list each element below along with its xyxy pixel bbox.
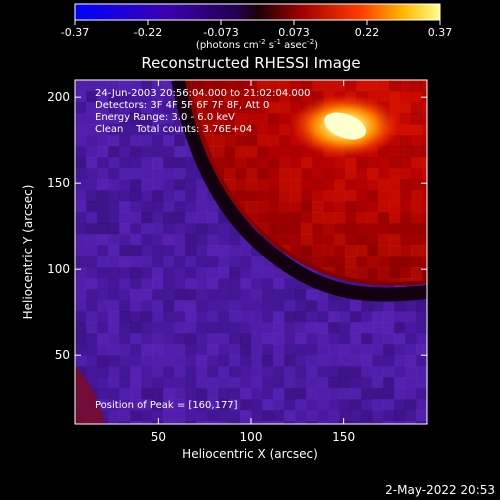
limb-boundary: [171, 80, 427, 302]
flare-kernel: [323, 112, 367, 140]
y-axis-ticks: 50 100 150 200: [47, 90, 427, 362]
info-line-3: Energy Range: 3.0 - 6.0 keV: [95, 112, 235, 123]
colorbar-unit: (photons cm-2 s-1 asec-2): [196, 38, 318, 51]
colorbar-ticks: -0.37 -0.22 -0.073 0.073 0.22 0.37: [61, 20, 452, 39]
timestamp: 2-May-2022 20:53: [385, 483, 495, 497]
x-tick-label: 100: [240, 430, 263, 444]
info-line-4: Clean Total counts: 3.76E+04: [95, 124, 252, 135]
colorbar-tick-label: -0.073: [203, 26, 238, 39]
x-tick-label: 50: [151, 430, 166, 444]
info-annotation: 24-Jun-2003 20:56:04.000 to 21:02:04.000…: [95, 88, 311, 135]
colorbar-tick-label: 0.073: [278, 26, 310, 39]
y-tick-label: 50: [55, 348, 70, 362]
colorbar: [74, 3, 441, 21]
info-line-1: 24-Jun-2003 20:56:04.000 to 21:02:04.000: [95, 88, 311, 99]
colorbar-tick-label: 0.22: [355, 26, 380, 39]
colorbar-tick-label: 0.37: [428, 26, 453, 39]
colorbar-tick-label: -0.22: [134, 26, 162, 39]
y-tick-label: 150: [47, 176, 70, 190]
x-axis-label: Heliocentric X (arcsec): [182, 447, 318, 461]
y-axis-label: Heliocentric Y (arcsec): [21, 185, 35, 320]
info-line-2: Detectors: 3F 4F 5F 6F 7F 8F, Att 0: [95, 100, 269, 111]
corner-emission: [75, 365, 105, 424]
heatmap-image: [75, 80, 427, 424]
y-tick-label: 200: [47, 90, 70, 104]
y-tick-label: 100: [47, 262, 70, 276]
x-axis-ticks: 50 100 150: [151, 80, 355, 444]
chart-title: Reconstructed RHESSI Image: [141, 54, 360, 72]
x-tick-label: 150: [332, 430, 355, 444]
colorbar-tick-label: -0.37: [61, 26, 89, 39]
peak-position-label: Position of Peak = [160,177]: [95, 400, 238, 411]
